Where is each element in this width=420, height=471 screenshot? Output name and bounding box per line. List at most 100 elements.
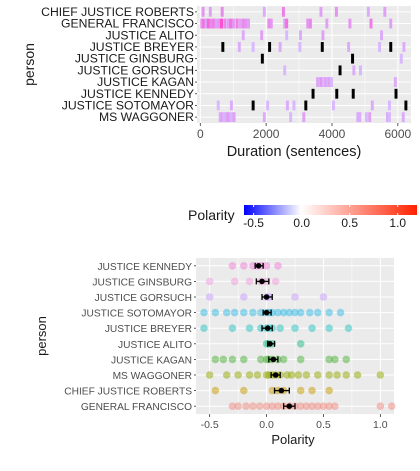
timeline-segment xyxy=(335,88,339,99)
timeline-segment xyxy=(200,18,204,29)
timeline-segment xyxy=(209,18,213,29)
timeline-segment xyxy=(226,18,230,29)
timeline-segment xyxy=(281,6,285,17)
scatter-point xyxy=(211,386,220,395)
scatter-mean-point xyxy=(267,341,273,347)
timeline-segment xyxy=(268,42,272,52)
timeline-segment xyxy=(318,77,322,87)
scatter-point xyxy=(200,324,208,333)
scatter-point xyxy=(296,402,305,411)
scatter-point xyxy=(211,308,220,317)
timeline-segment xyxy=(319,6,323,17)
scatter-point xyxy=(230,277,239,286)
scatter-mean-point xyxy=(272,372,279,378)
scatter-y-tick-label: JUSTICE ALITO xyxy=(118,340,192,351)
scatter-point xyxy=(353,371,362,379)
timeline-segment xyxy=(399,53,403,64)
timeline-segment xyxy=(387,100,391,111)
timeline-segment xyxy=(356,112,360,123)
timeline-segment xyxy=(324,77,328,87)
timeline-segment xyxy=(285,30,289,41)
scatter-y-tick-label: JUSTICE GORSUCH xyxy=(95,293,192,304)
timeline-segment xyxy=(289,112,293,123)
scatter-point xyxy=(200,308,208,317)
scatter-point xyxy=(313,308,322,317)
scatter-point xyxy=(336,308,345,317)
scatter-point xyxy=(302,402,311,411)
legend-ticks: -0.5 0.0 0.5 1.0 xyxy=(243,205,406,230)
scatter-point xyxy=(257,355,265,364)
legend-tick-label: -0.5 xyxy=(243,216,264,230)
timeline-x-tick-label: 2000 xyxy=(253,127,280,141)
scatter-point xyxy=(319,402,328,411)
scatter-y-tick-label: JUSTICE KAGAN xyxy=(111,355,192,366)
scatter-point xyxy=(262,402,271,411)
scatter-mean-point xyxy=(263,309,270,316)
scatter-point xyxy=(325,355,333,364)
scatter-point xyxy=(305,308,314,317)
timeline-segment xyxy=(338,65,342,76)
timeline-segment xyxy=(364,112,368,123)
timeline-segment xyxy=(401,112,405,123)
timeline-segment xyxy=(228,112,232,123)
timeline-segment xyxy=(351,53,355,64)
timeline-segment xyxy=(322,77,326,87)
scatter-point xyxy=(325,386,333,395)
timeline-y-tick-label: JUSTICE KAGAN xyxy=(97,75,194,89)
timeline-segment xyxy=(283,18,287,29)
scatter-point xyxy=(245,324,254,333)
scatter-y-tick-label: CHIEF JUSTICE ROBERTS xyxy=(64,387,192,398)
scatter-point xyxy=(239,262,248,270)
scatter-point xyxy=(325,402,333,411)
timeline-segment xyxy=(283,65,287,76)
scatter-mean-point xyxy=(263,294,270,300)
scatter-point xyxy=(222,308,231,317)
scatter-point xyxy=(342,355,351,364)
timeline-segment xyxy=(385,112,389,123)
scatter-point xyxy=(325,308,333,317)
scatter-y-axis-label: person xyxy=(34,316,49,356)
scatter-point xyxy=(331,355,339,364)
scatter-point xyxy=(271,277,280,286)
scatter-point xyxy=(205,277,214,286)
scatter-mean-point xyxy=(286,403,293,410)
timeline-x-axis-label: Duration (sentences) xyxy=(227,144,362,160)
timeline-segment xyxy=(208,6,212,17)
timeline-segment xyxy=(328,77,331,87)
scatter-point xyxy=(239,386,248,395)
scatter-point xyxy=(245,277,254,286)
scatter-point xyxy=(294,371,303,379)
scatter-point xyxy=(313,371,322,379)
timeline-segment xyxy=(351,88,355,99)
scatter-point xyxy=(239,355,248,364)
scatter-point xyxy=(344,324,353,333)
timeline-segment xyxy=(292,100,296,111)
scatter-point xyxy=(287,371,296,379)
timeline-segment xyxy=(404,100,408,111)
timeline-segment xyxy=(238,18,242,29)
timeline-segment xyxy=(201,6,205,17)
timeline-segment xyxy=(320,77,324,87)
timeline-segment xyxy=(235,18,239,29)
timeline-y-tick-label: JUSTICE KENNEDY xyxy=(81,87,194,101)
timeline-segment xyxy=(302,112,306,123)
scatter-x-tick-label: -0.5 xyxy=(201,419,219,431)
timeline-segment xyxy=(383,6,387,17)
scatter-point xyxy=(249,308,257,317)
timeline-segment xyxy=(221,42,225,52)
scatter-point xyxy=(228,324,237,333)
scatter-mean-point xyxy=(278,387,285,394)
scatter-point xyxy=(279,355,288,364)
legend-title: Polarity xyxy=(188,207,235,223)
scatter-mean-point xyxy=(259,278,265,285)
scatter-point xyxy=(249,402,257,411)
timeline-segment xyxy=(204,18,208,29)
timeline-segment xyxy=(370,100,374,111)
scatter-mean-point xyxy=(264,325,271,332)
timeline-segment xyxy=(220,112,224,123)
scatter-point xyxy=(222,371,231,379)
scatter-mean-point xyxy=(270,356,277,363)
timeline-segment xyxy=(366,6,370,17)
